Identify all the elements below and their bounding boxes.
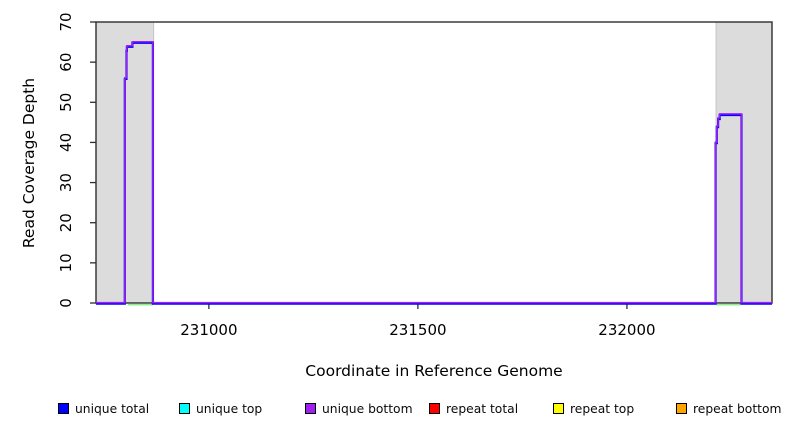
y-tick-label: 40 — [57, 133, 75, 152]
plot-area: 231000 231500 232000 0 10 20 30 40 50 60 70 — [57, 12, 773, 339]
x-tick-label: 232000 — [598, 321, 655, 339]
y-tick-label: 50 — [57, 93, 75, 112]
masked-region — [715, 21, 773, 304]
y-tick-label: 70 — [57, 12, 75, 31]
x-tick-label: 231500 — [389, 321, 446, 339]
series-line-unique-total — [96, 41, 772, 305]
y-axis-title: Read Coverage Depth — [20, 78, 38, 248]
y-tick-label: 10 — [57, 253, 75, 272]
series-line-unique-bottom — [96, 40, 772, 304]
y-tick-label: 0 — [57, 298, 75, 308]
y-tick-label: 60 — [57, 53, 75, 72]
y-tick-label: 20 — [57, 213, 75, 232]
plot-box — [95, 21, 773, 304]
y-tick-label: 30 — [57, 173, 75, 192]
x-tick-label: 231000 — [180, 321, 237, 339]
x-axis-title: Coordinate in Reference Genome — [305, 362, 562, 380]
